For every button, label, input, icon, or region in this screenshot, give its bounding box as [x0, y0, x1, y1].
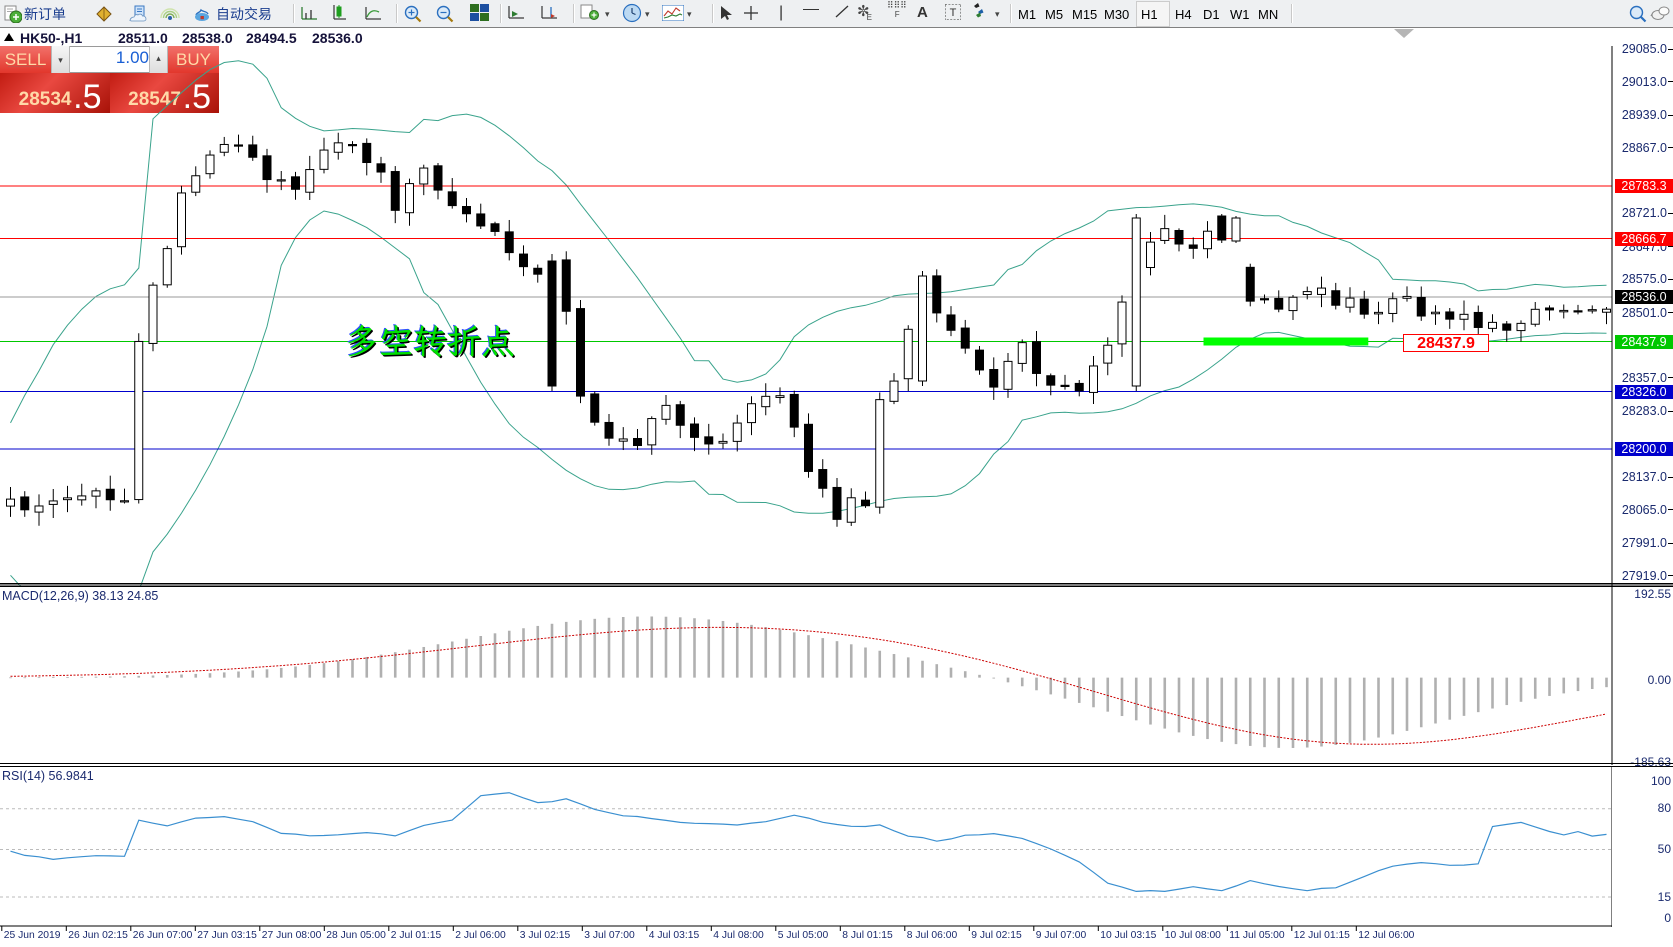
svg-text:T: T	[950, 7, 957, 19]
